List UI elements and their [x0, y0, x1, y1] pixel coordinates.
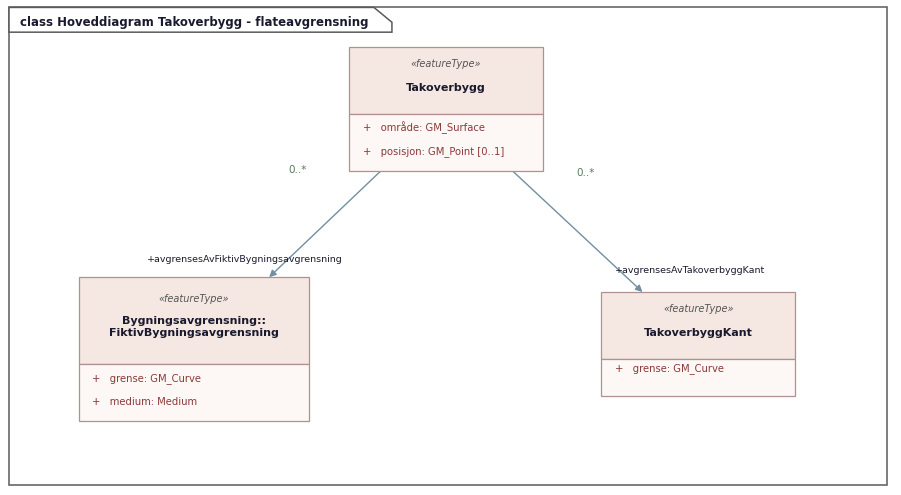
Text: +   medium: Medium: + medium: Medium: [92, 397, 197, 407]
Bar: [350, 114, 542, 171]
Text: +   område: GM_Surface: + område: GM_Surface: [362, 122, 485, 135]
Text: +   grense: GM_Curve: + grense: GM_Curve: [614, 363, 724, 374]
Text: «featureType»: «featureType»: [663, 304, 733, 314]
Text: Takoverbygg: Takoverbygg: [406, 84, 486, 94]
Text: +avgrensesAvFiktivBygningsavgrensning: +avgrensesAvFiktivBygningsavgrensning: [147, 255, 343, 264]
Bar: [602, 359, 795, 396]
Text: Bygningsavgrensning::
FiktivBygningsavgrensning: Bygningsavgrensning:: FiktivBygningsavgr…: [109, 316, 278, 339]
Text: +   posisjon: GM_Point [0..1]: + posisjon: GM_Point [0..1]: [362, 147, 504, 157]
Bar: [602, 292, 795, 359]
Text: «featureType»: «featureType»: [159, 294, 229, 304]
Text: «featureType»: «featureType»: [411, 59, 481, 69]
Bar: [79, 277, 308, 364]
Text: +   grense: GM_Curve: + grense: GM_Curve: [92, 373, 201, 384]
Bar: [350, 47, 542, 114]
Polygon shape: [9, 7, 392, 32]
Text: +avgrensesAvTakoverbyggKant: +avgrensesAvTakoverbyggKant: [615, 266, 765, 275]
Text: TakoverbyggKant: TakoverbyggKant: [644, 329, 752, 339]
Text: 0..*: 0..*: [576, 168, 595, 178]
Text: 0..*: 0..*: [288, 165, 307, 175]
Text: class Hoveddiagram Takoverbygg - flateavgrensning: class Hoveddiagram Takoverbygg - flateav…: [20, 16, 369, 29]
Bar: [79, 364, 308, 421]
